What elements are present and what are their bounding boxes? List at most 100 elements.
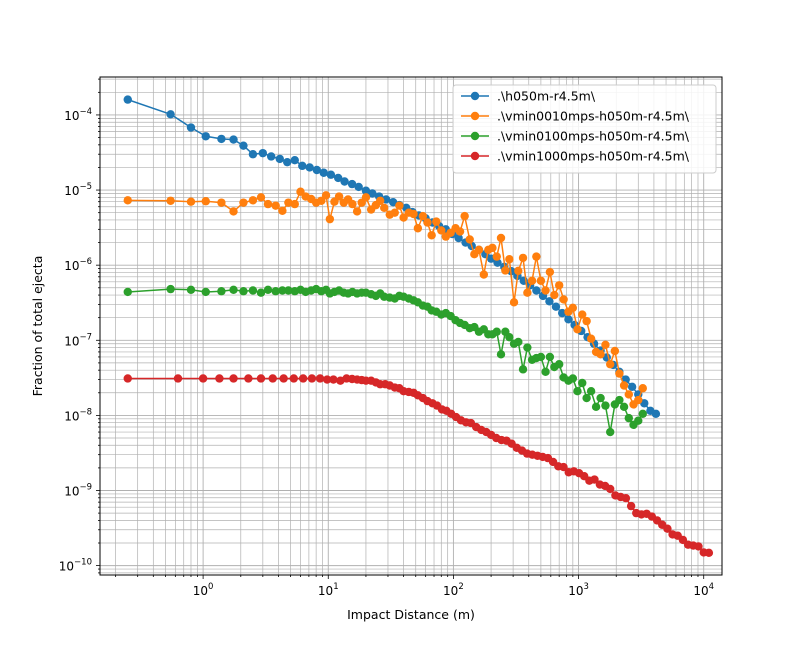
data-point	[229, 285, 238, 294]
y-tick-exponent: −7	[79, 332, 92, 342]
data-point	[263, 285, 273, 294]
data-point	[596, 350, 605, 359]
x-tick-exponent: 1	[333, 582, 338, 592]
data-point	[573, 325, 582, 334]
data-point	[201, 197, 210, 206]
data-point	[256, 193, 266, 202]
data-point	[186, 197, 196, 206]
legend-marker	[470, 151, 480, 161]
data-point	[239, 198, 248, 207]
y-tick-label: 10−10	[59, 558, 92, 574]
data-point	[514, 266, 523, 276]
data-point	[545, 352, 555, 362]
data-point	[564, 315, 573, 324]
data-point	[290, 155, 299, 165]
data-point	[166, 284, 175, 294]
data-point	[395, 201, 404, 210]
data-point	[325, 214, 335, 224]
data-point	[634, 416, 643, 425]
data-point	[573, 386, 582, 396]
data-point	[305, 163, 314, 172]
x-tick-label: 104	[693, 582, 714, 598]
data-point	[361, 193, 371, 202]
data-point	[638, 409, 647, 418]
data-point	[532, 252, 541, 261]
data-point	[492, 327, 501, 336]
data-point	[166, 196, 175, 205]
data-point	[551, 302, 561, 311]
data-point	[559, 295, 568, 304]
data-point	[388, 197, 398, 207]
data-point	[606, 484, 615, 494]
data-point	[554, 360, 564, 369]
data-point	[322, 375, 332, 384]
data-point	[586, 386, 596, 396]
data-point	[229, 135, 238, 144]
data-point	[248, 150, 258, 159]
data-point	[488, 243, 497, 253]
data-point	[437, 226, 446, 235]
legend-marker	[470, 111, 480, 121]
y-axis-label: Fraction of total ejecta	[30, 256, 45, 397]
data-point	[258, 148, 268, 158]
data-point	[244, 374, 253, 383]
x-tick-exponent: 4	[709, 582, 714, 592]
data-point	[248, 286, 258, 295]
x-tick-label: 102	[443, 582, 464, 598]
legend-entry: .\vmin0100mps-h050m-r4.5m\	[497, 129, 690, 144]
data-point	[413, 224, 423, 233]
data-point	[298, 374, 308, 383]
data-point	[582, 393, 591, 403]
data-point	[536, 276, 546, 285]
data-point	[619, 381, 629, 390]
data-point	[368, 189, 377, 198]
series-layer	[123, 95, 714, 558]
y-tick-exponent: −8	[79, 407, 92, 417]
data-point	[591, 402, 601, 412]
data-point	[352, 207, 362, 216]
data-point	[615, 395, 624, 405]
data-point	[348, 199, 357, 209]
data-point	[347, 179, 357, 189]
data-point	[289, 374, 298, 383]
data-point	[340, 177, 349, 186]
x-tick-exponent: 2	[458, 582, 463, 592]
series-3	[123, 374, 714, 558]
y-tick-exponent: −4	[79, 107, 92, 117]
x-tick-exponent: 3	[583, 582, 588, 592]
data-point	[229, 207, 238, 216]
data-point	[321, 191, 331, 200]
data-point	[496, 233, 506, 243]
legend-entry: .\h050m-r4.5m\	[497, 89, 596, 104]
series-2	[123, 284, 647, 437]
data-point	[427, 231, 436, 240]
data-point	[123, 196, 132, 205]
data-point	[423, 218, 432, 227]
data-point	[568, 303, 578, 313]
data-point	[578, 378, 587, 388]
data-point	[215, 374, 224, 383]
data-point	[545, 297, 554, 306]
data-point	[590, 475, 599, 484]
data-point	[239, 287, 248, 296]
data-point	[268, 374, 277, 383]
data-point	[307, 374, 317, 383]
data-point	[518, 253, 528, 263]
data-point	[284, 286, 293, 295]
data-point	[527, 276, 537, 285]
data-point	[248, 196, 258, 205]
data-point	[290, 199, 299, 209]
data-point	[624, 413, 633, 423]
legend: .\h050m-r4.5m\ .\vmin0010mps-h050m-r4.5m\…	[452, 84, 717, 174]
data-point	[518, 365, 528, 374]
data-point	[465, 235, 474, 244]
data-point	[704, 548, 714, 558]
data-point	[624, 390, 633, 399]
data-point	[271, 287, 280, 296]
data-point	[619, 402, 629, 412]
data-point	[514, 337, 523, 347]
data-point	[582, 316, 591, 326]
data-point	[474, 245, 484, 255]
data-point	[123, 95, 132, 104]
